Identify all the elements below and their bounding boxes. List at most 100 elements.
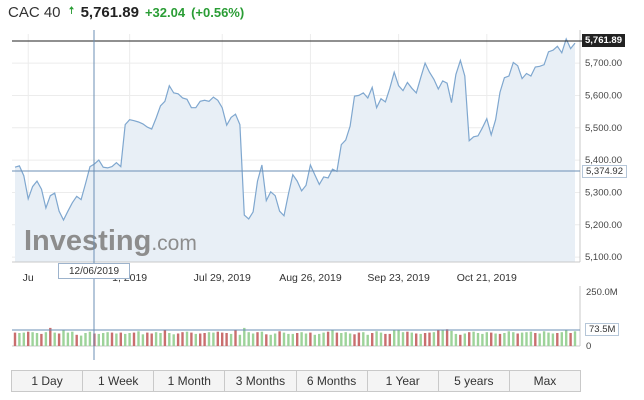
volume-bar — [132, 332, 136, 346]
volume-bar — [335, 332, 339, 346]
volume-bar — [146, 332, 149, 346]
volume-bar — [273, 333, 277, 346]
volume-bar — [221, 332, 224, 346]
watermark-bold: Investing — [24, 225, 151, 257]
volume-bar — [401, 332, 405, 346]
volume-bar — [216, 331, 219, 346]
volume-bar — [137, 331, 140, 346]
volume-bar — [463, 333, 466, 346]
volume-bar — [362, 332, 365, 346]
range-6-months[interactable]: 6 Months — [296, 371, 368, 391]
volume-bar — [66, 332, 70, 346]
y-tick-label: 5,700.00 — [585, 58, 622, 69]
volume-bar — [172, 334, 175, 346]
volume-bar — [419, 333, 422, 346]
volume-bar — [185, 331, 189, 346]
volume-bar — [128, 333, 131, 346]
volume-bar — [229, 333, 233, 346]
volume-bar — [44, 332, 48, 346]
volume-bar — [313, 334, 316, 346]
volume-bar — [512, 332, 515, 346]
volume-bar — [62, 330, 65, 346]
volume-bar — [291, 333, 294, 346]
range-max[interactable]: Max — [509, 371, 580, 391]
last-price-tag: 5,761.89 — [582, 34, 625, 47]
volume-bar — [27, 331, 30, 346]
range-1-month[interactable]: 1 Month — [154, 371, 226, 391]
volume-bar — [388, 333, 391, 346]
volume-bar — [481, 333, 484, 346]
range-1-day[interactable]: 1 Day — [12, 371, 84, 391]
volume-bar — [287, 333, 290, 346]
price-area — [14, 37, 576, 263]
cursor-date-label: 12/06/2019 — [58, 263, 130, 279]
crosshair — [12, 30, 580, 360]
watermark-light: .com — [151, 232, 197, 255]
volume-bar — [115, 333, 118, 346]
volume-bar — [551, 333, 555, 346]
volume-bars — [13, 327, 577, 346]
up-arrow-icon: 🠅 — [68, 5, 75, 17]
investing-watermark: Investing.com — [24, 225, 197, 257]
volume-bar — [190, 332, 193, 346]
volume-bar — [397, 330, 400, 346]
volume-bar — [150, 333, 153, 346]
volume-bar — [234, 330, 237, 346]
x-tick-label: Aug 26, 2019 — [279, 272, 342, 284]
volume-bar — [97, 333, 100, 346]
y-tick-label: 5,400.00 — [585, 155, 622, 166]
volume-bar — [163, 330, 167, 346]
y-tick-label: 5,300.00 — [585, 187, 622, 198]
area-fill — [15, 38, 575, 263]
range-1-week[interactable]: 1 Week — [83, 371, 155, 391]
volume-bar — [503, 333, 506, 346]
volume-bar — [344, 332, 347, 346]
price-change-percent: (+0.56%) — [191, 5, 245, 20]
volume-bar — [318, 333, 321, 346]
price-chart[interactable]: Investing.com 5,700.005,600.005,500.005,… — [0, 0, 644, 360]
range-1-year[interactable]: 1 Year — [367, 371, 439, 391]
volume-bar — [159, 333, 162, 346]
volume-bar — [256, 332, 259, 346]
volume-bar — [529, 331, 533, 346]
volume-bar — [542, 331, 546, 346]
volume-bar — [472, 331, 475, 346]
volume-bar — [40, 333, 43, 346]
y-axis-labels: 5,700.00 5,600.00 5,500.00 5,400.00 5,300.00… — [585, 58, 622, 263]
volume-bar — [13, 332, 17, 346]
volume-bar — [309, 332, 312, 346]
volume-tick-label: 250.0M — [586, 287, 618, 298]
volume-bar — [49, 327, 52, 346]
volume-bar — [300, 332, 303, 346]
volume-bar — [415, 333, 418, 346]
volume-bar — [247, 332, 250, 346]
volume-bar — [384, 333, 387, 346]
cursor-price-tag: 5,374.92 — [582, 165, 627, 178]
volume-bar — [269, 334, 272, 346]
price-line — [14, 37, 576, 222]
volume-bar — [207, 332, 211, 346]
volume-bar — [353, 334, 356, 346]
svg-text:Investing.com: Investing.com — [24, 225, 197, 257]
instrument-name: CAC 40 — [8, 4, 61, 21]
volume-bar — [296, 333, 299, 346]
volume-axis-labels: 250.0M 0 — [586, 287, 618, 352]
volume-bar — [260, 331, 264, 346]
volume-bar — [556, 333, 559, 346]
volume-bar — [538, 333, 541, 346]
x-tick-label: Jul 29, 2019 — [194, 272, 251, 284]
volume-bar — [428, 332, 431, 346]
volume-bar — [154, 332, 158, 346]
range-3-months[interactable]: 3 Months — [225, 371, 297, 391]
y-tick-label: 5,100.00 — [585, 252, 622, 263]
volume-bar — [18, 333, 21, 346]
volume-bar — [110, 332, 114, 346]
volume-bar — [375, 331, 378, 346]
range-5-years[interactable]: 5 years — [438, 371, 510, 391]
volume-bar — [432, 332, 436, 346]
volume-bar — [71, 331, 74, 346]
volume-bar — [31, 332, 34, 346]
volume-bar — [199, 333, 202, 346]
volume-bar — [194, 333, 197, 346]
